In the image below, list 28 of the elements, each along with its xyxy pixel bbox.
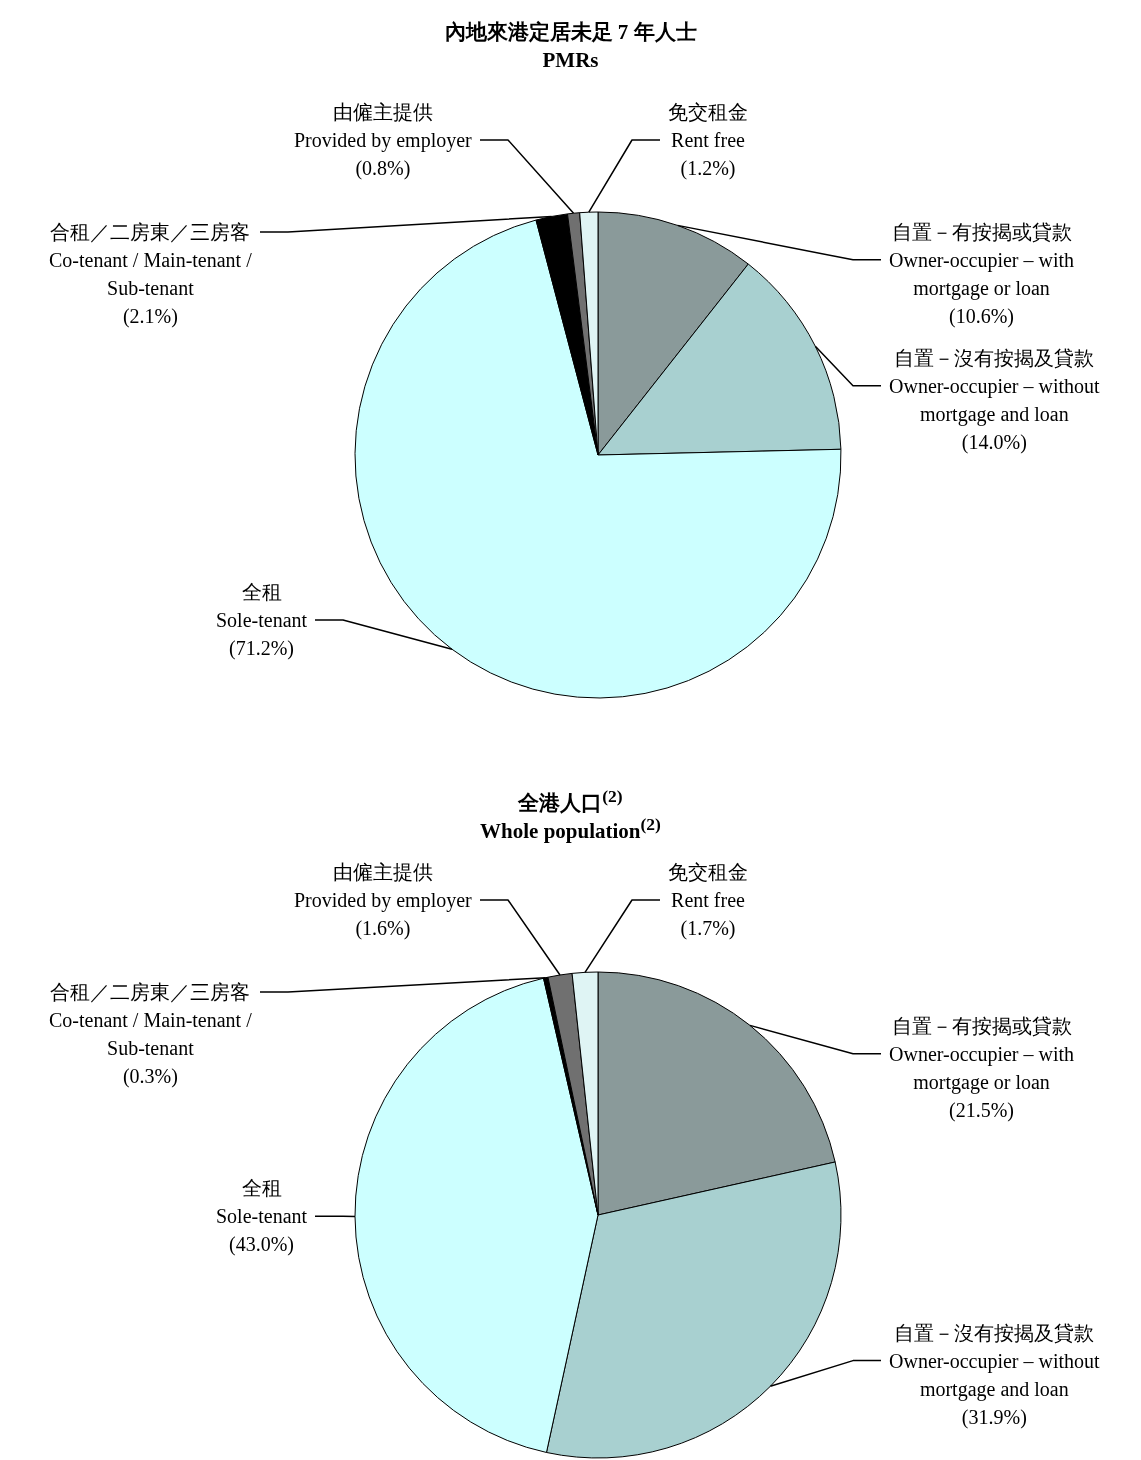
data-label: (31.9%) [961,1405,1027,1428]
chart-title: 全港人口$^{(2)}$ [518,786,623,815]
chart-subtitle: PMRs [541,47,600,74]
slice-label: 由僱主提供 Provided by employer [294,861,472,911]
slice-label: 全租 Sole-tenant [216,1177,308,1228]
data-label: (43.0%) [229,1233,295,1256]
slice-label: 由僱主提供 Provided by employer [294,101,472,151]
slice-label: 自置－有按揭或貸款 Owner-occupier – with mortgage or loan [889,1014,1075,1093]
slice-label: 免交租金 Rent free [668,861,748,911]
data-label: (1.2%) [680,157,736,179]
data-label: (14.0%) [961,430,1027,453]
data-label: (1.6%) [355,917,411,939]
slice-label: 自置－沒有按揭及貸款 Owner-occupier – without mortgage and loan [889,1321,1100,1400]
data-label: (0.8%) [355,157,411,179]
slice-label: 自置－沒有按揭及貸款 Owner-occupier – without mortgage and loan [889,346,1100,425]
slice-label: 全租 Sole-tenant [216,581,308,632]
slice-label: 自置－有按揭或貸款 Owner-occupier – with mortgage or loan [889,220,1075,299]
data-label: (21.5%) [949,1098,1015,1121]
chart-subtitle: Whole population$^{(2)}$ [480,814,661,843]
data-label: (2.1%) [122,305,178,327]
data-label: (1.7%) [680,917,736,939]
data-label: (71.2%) [229,637,295,660]
data-label: (0.3%) [122,1065,178,1087]
chart-title: 內地來港定居未足 7 年人士 [443,19,698,46]
slice-label: 免交租金 Rent free [668,101,748,151]
slice-label: 合租／二房東／三房客 Co-tenant / Main-tenant / Sub-tenant [49,221,252,299]
slice-label: 合租／二房東／三房客 Co-tenant / Main-tenant / Sub-tenant [49,981,252,1059]
data-label: (10.6%) [949,304,1015,327]
